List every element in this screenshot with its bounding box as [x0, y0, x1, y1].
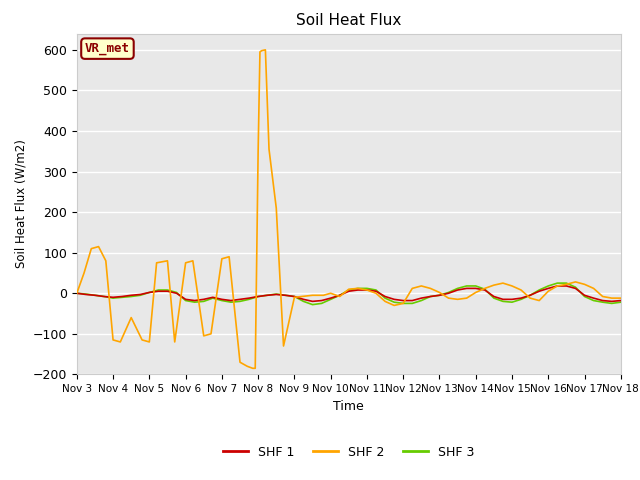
X-axis label: Time: Time	[333, 400, 364, 413]
Legend: SHF 1, SHF 2, SHF 3: SHF 1, SHF 2, SHF 3	[218, 441, 479, 464]
Y-axis label: Soil Heat Flux (W/m2): Soil Heat Flux (W/m2)	[14, 140, 27, 268]
Text: VR_met: VR_met	[85, 42, 130, 55]
Title: Soil Heat Flux: Soil Heat Flux	[296, 13, 401, 28]
